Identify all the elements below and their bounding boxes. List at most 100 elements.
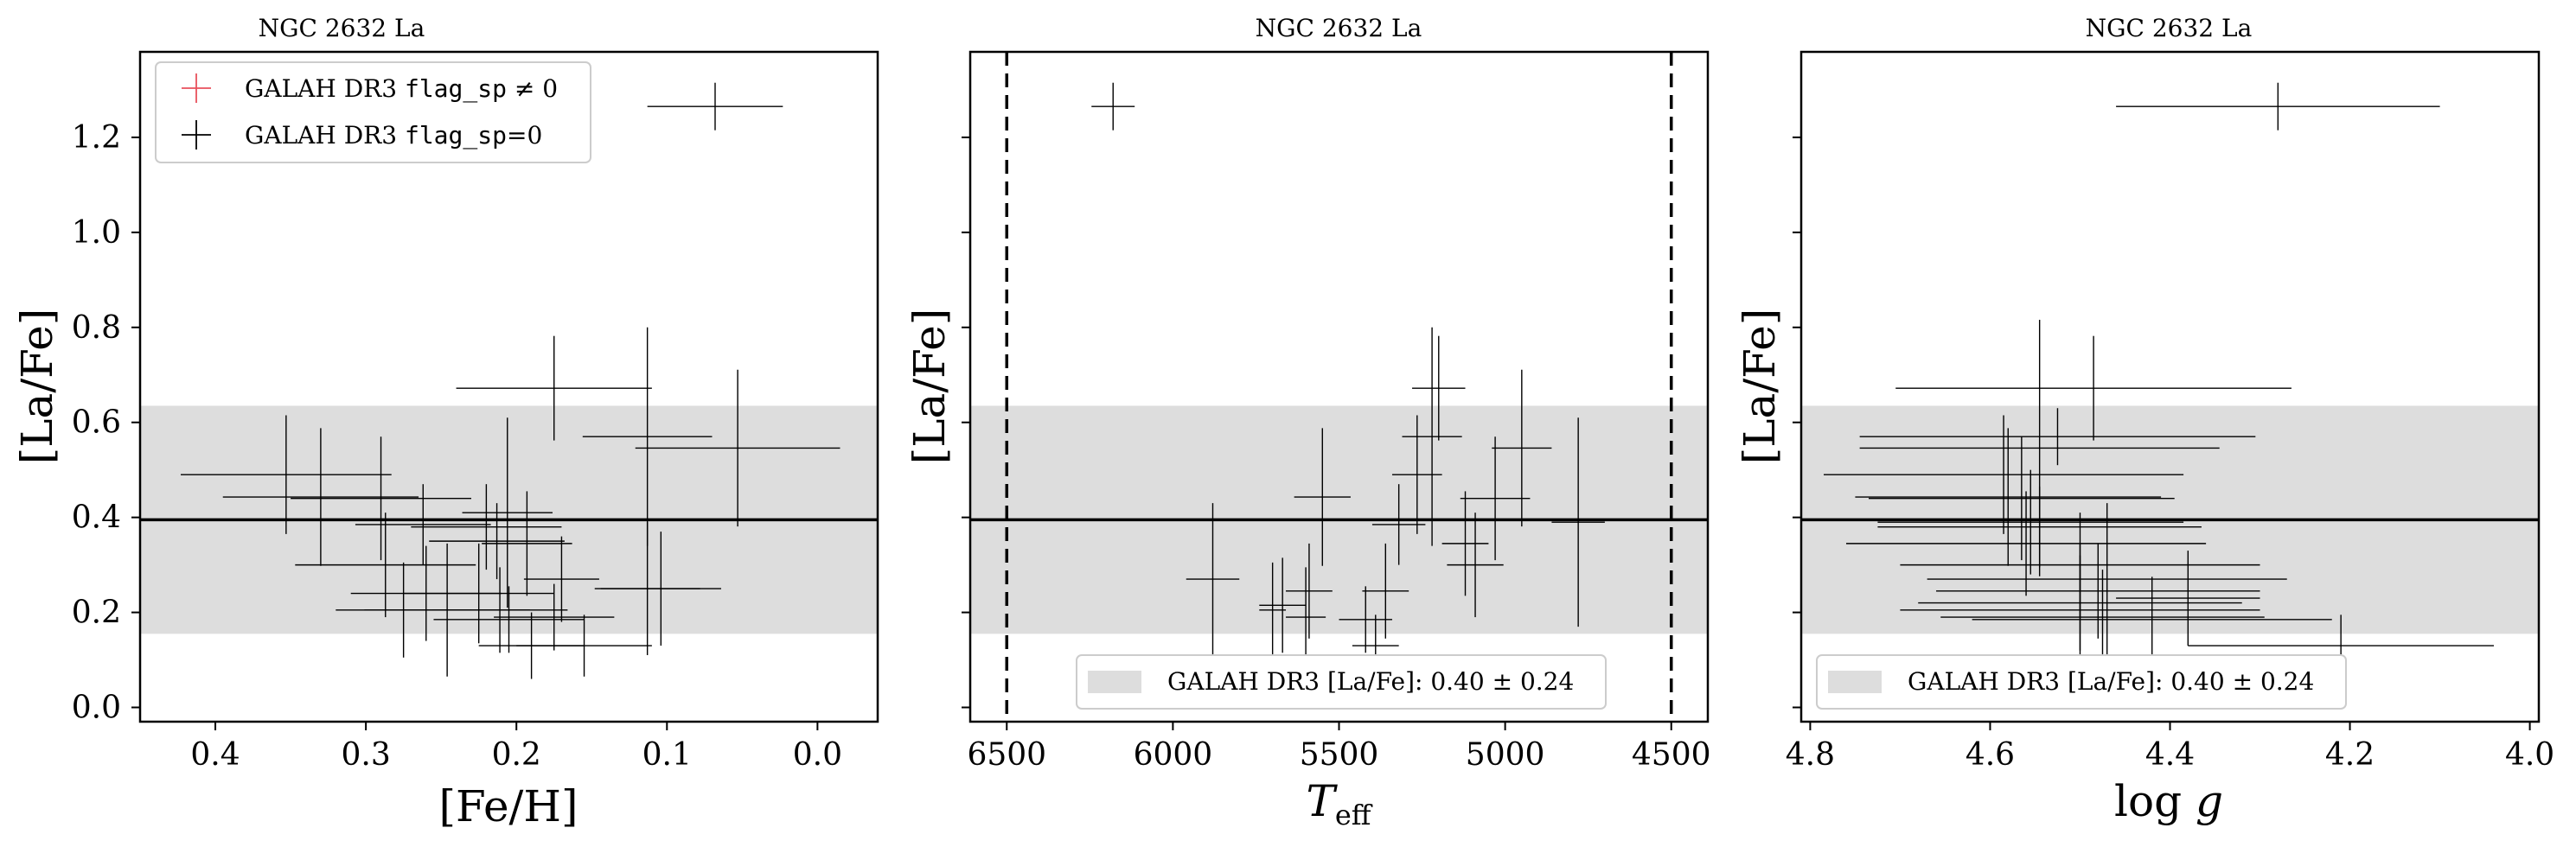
data-point [1877,469,2184,575]
errorbar-group [181,82,841,679]
y-tick-label: 1.2 [72,120,121,156]
y-axis-ticks [1793,136,1801,709]
x-axis-label: log g [2114,776,2223,826]
x-tick-label: 0.4 [190,737,240,773]
data-point [1551,417,1605,627]
data-point [1286,567,1326,667]
axes-frame [138,50,879,723]
data-point [600,532,721,646]
data-point [1371,484,1426,565]
y-tick-label: 1.0 [72,215,121,251]
data-point [403,543,554,644]
data-point [462,417,553,608]
legend-label-unflagged: GALAH DR3 flag_sp=0 [245,121,542,150]
data-point [355,484,491,565]
data-point [1447,513,1504,618]
x-axis-ticks: 4.8 4.6 4.4 4.2 4.0 [1786,722,2554,773]
y-tick-label: 0.6 [72,405,121,441]
panel-title: NGC 2632 La [2086,14,2253,42]
x-axis-label: [Fe/H] [438,781,578,831]
data-point [431,567,568,653]
y-axis-ticks: 0.0 0.2 0.4 0.6 0.8 1.0 1.2 [72,120,140,726]
x-axis-label: Teff [1306,776,1372,831]
data-point [1259,562,1287,658]
y-axis-label: [La/Fe] [1735,309,1785,464]
vertical-limit-lines [1005,52,1673,722]
data-point [1186,503,1240,656]
errorbar-group [1824,82,2494,677]
data-point [295,513,476,618]
data-point [456,335,652,441]
panel-title: NGC 2632 La [259,14,425,42]
legend-patch [1088,671,1141,693]
reference-band-group [1801,405,2539,634]
data-point [1855,428,2162,566]
y-axis-ticks [962,136,970,709]
panel-teff: NGC 2632 La 6500 6000 5500 5000 4500 Teff [L… [904,14,1711,831]
x-tick-label: 0.2 [492,737,541,773]
x-tick-label: 4.6 [1966,737,2015,773]
data-point [1927,503,2287,656]
x-tick-label: 5500 [1300,737,1379,773]
data-point [1286,543,1333,639]
x-axis-ticks: 0.4 0.3 0.2 0.1 0.0 [190,722,842,773]
y-axis-label: [La/Fe] [904,309,955,464]
data-point [222,428,419,566]
data-point [1294,428,1351,566]
data-point [647,82,783,131]
y-tick-label: 0.4 [72,500,121,536]
data-point [1339,586,1392,653]
data-point [1391,415,1442,534]
data-point [494,583,615,651]
x-tick-label: 0.0 [793,737,842,773]
x-tick-label: 6500 [967,737,1046,773]
y-tick-label: 0.8 [72,310,121,346]
legend: GALAH DR3 [La/Fe]: 0.40 ± 0.24 [1076,654,1607,710]
data-point [291,436,471,561]
x-tick-label: 0.1 [642,737,692,773]
x-tick-label: 6000 [1134,737,1213,773]
data-point [1824,415,2184,534]
panel-feh: NGC 2632 La 0.4 0.3 0.2 0.1 0.0 0.0 0.2 0.4 0.6… [12,14,879,831]
data-point [1412,335,1466,441]
data-point [523,536,599,622]
reference-band-group [970,405,1708,634]
data-point [582,327,713,546]
x-tick-label: 4.2 [2325,737,2375,773]
data-point [181,415,392,534]
y-tick-label: 0.0 [72,691,121,726]
x-axis-ticks: 6500 6000 5500 5000 4500 [967,722,1711,773]
data-point [635,369,841,527]
data-point [1460,436,1531,561]
legend-label-flagged: GALAH DR3 flag_sp ≠ 0 [245,74,558,104]
data-point [2116,82,2440,131]
x-tick-label: 4.8 [1786,737,1835,773]
data-point [1846,491,2207,596]
legend-box [1076,654,1607,710]
data-point [429,503,565,580]
data-point [478,612,585,679]
data-point [1091,82,1135,131]
legend-marker-flagged [182,73,211,103]
legend-label: GALAH DR3 [La/Fe]: 0.40 ± 0.24 [1167,667,1574,696]
x-tick-label: 4.4 [2145,737,2195,773]
data-point [1859,408,2256,466]
data-point [1972,576,2332,663]
data-point [1895,335,2292,441]
legend-marker-unflagged [182,120,211,150]
data-point [482,491,572,596]
data-point [2116,551,2260,646]
legend-patch [1828,671,1882,693]
data-point [1940,570,2265,666]
x-tick-label: 5000 [1466,737,1545,773]
y-axis-label: [La/Fe] [12,309,62,464]
data-point [1259,557,1307,653]
legend-box [1816,654,2347,710]
legend: GALAH DR3 flag_sp ≠ 0 GALAH DR3 flag_sp=… [155,61,591,163]
data-point [1869,436,2175,561]
legend-box [155,61,591,163]
data-point [1492,369,1552,527]
legend: GALAH DR3 [La/Fe]: 0.40 ± 0.24 [1816,654,2347,710]
data-point [1362,543,1409,639]
